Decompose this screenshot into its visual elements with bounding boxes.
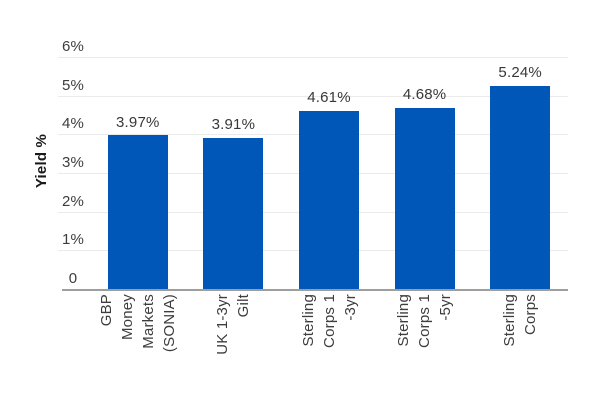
y-tick-label: 6% (61, 38, 85, 55)
y-tick-label: 2% (61, 192, 85, 210)
y-tick-label: 1% (61, 231, 85, 249)
y-tick-label: 0 (68, 270, 78, 287)
x-category-label: Sterling Corps (501, 294, 540, 347)
bar-value-label: 5.24% (498, 64, 542, 82)
x-category-label: UK 1-3yr Gilt (214, 294, 253, 355)
bar-value-label: 4.61% (307, 88, 351, 106)
x-category-label: Sterling Corps 1 -5yr (395, 294, 455, 348)
bar (299, 110, 359, 289)
x-category-label: GBP Money Markets (SONIA) (97, 294, 178, 353)
bar (107, 135, 168, 289)
y-tick-label: 3% (61, 154, 85, 171)
bar-value-label: 3.97% (116, 113, 160, 131)
bar (394, 108, 455, 289)
gridline (58, 95, 568, 97)
bar-value-label: 3.91% (211, 115, 256, 133)
x-category-label: Sterling Corps 1 -3yr (299, 294, 359, 348)
bar-value-label: 4.68% (402, 86, 447, 104)
bar (203, 137, 264, 289)
gridline (58, 57, 568, 58)
y-tick-label: 5% (61, 76, 85, 94)
bar (490, 86, 551, 289)
x-axis-line (62, 289, 568, 291)
y-tick-label: 4% (61, 115, 85, 133)
